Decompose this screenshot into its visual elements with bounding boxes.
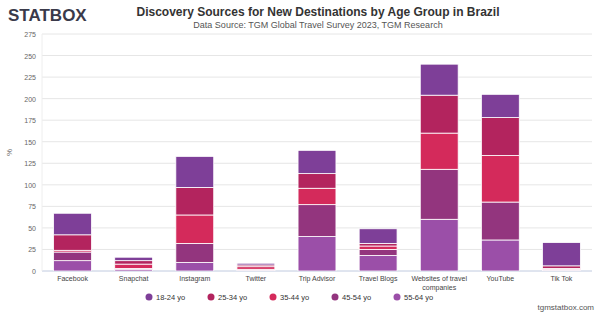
bar-segment <box>54 235 92 251</box>
bar-segment <box>54 261 92 271</box>
bar-segment <box>298 205 336 237</box>
bar-segment <box>176 187 214 215</box>
bar-segment <box>115 257 153 260</box>
bar-segment <box>543 243 581 266</box>
legend-label: 25-34 yo <box>218 293 247 302</box>
bar-segment <box>298 150 336 173</box>
bar-segment <box>298 237 336 271</box>
bar-segment <box>359 255 397 271</box>
y-tick-label: 0 <box>32 268 36 275</box>
legend-label: 35-44 yo <box>280 293 309 302</box>
bar-segment <box>54 213 92 235</box>
bar-segment <box>54 252 92 261</box>
chart: STATBOX Discovery Sources for New Destina… <box>0 0 600 314</box>
y-tick-label: 75 <box>28 203 36 210</box>
grid-line <box>42 77 592 78</box>
bar-segment <box>359 249 397 255</box>
x-tick-label: Instagram <box>179 275 210 283</box>
grid-line <box>42 34 592 35</box>
bar-segment <box>481 240 519 271</box>
y-tick-label: 250 <box>24 53 36 60</box>
chart-root: STATBOX Discovery Sources for New Destina… <box>0 0 600 314</box>
bar-segment <box>115 269 153 271</box>
subtitle: Data Source: TGM Global Travel Survey 20… <box>193 20 442 30</box>
bar-segment <box>237 270 275 271</box>
logo: STATBOX <box>8 6 87 25</box>
bar-segment <box>420 64 458 95</box>
bar-segment <box>420 169 458 219</box>
bar-segment <box>115 261 153 264</box>
x-tick-label: Websites of travelcompanies <box>411 275 467 292</box>
x-tick-label: YouTube <box>487 275 515 282</box>
bar-segment <box>481 156 519 203</box>
bar-segment <box>359 246 397 249</box>
title: Discovery Sources for New Destinations b… <box>137 5 500 19</box>
legend-marker <box>208 294 215 301</box>
legend-marker <box>146 294 153 301</box>
legend-label: 18-24 yo <box>156 293 185 302</box>
x-tick-label: Trip Advisor <box>299 275 336 283</box>
legend-marker <box>270 294 277 301</box>
y-axis-title: % <box>5 149 14 156</box>
y-tick-label: 100 <box>24 182 36 189</box>
bar-segment <box>481 118 519 156</box>
y-tick-label: 275 <box>24 31 36 38</box>
bar-segment <box>481 202 519 240</box>
bar-segment <box>237 263 275 265</box>
bar-segment <box>543 270 581 271</box>
bar-segment <box>420 133 458 169</box>
y-tick-label: 175 <box>24 117 36 124</box>
bar-segment <box>420 95 458 133</box>
x-tick-label: Snapchat <box>119 275 149 283</box>
bar-segment <box>359 229 397 244</box>
bar-segment <box>176 215 214 243</box>
bar-segment <box>176 243 214 262</box>
y-tick-label: 25 <box>28 246 36 253</box>
legend-label: 55-64 yo <box>404 293 433 302</box>
bar-segment <box>176 262 214 271</box>
bar-segment <box>420 219 458 271</box>
y-tick-label: 125 <box>24 160 36 167</box>
y-axis <box>42 34 43 271</box>
x-tick-label: Tik Tok <box>551 275 573 282</box>
footer-url: tgmstatbox.com <box>538 303 595 312</box>
bar-segment <box>176 156 214 187</box>
grid-line <box>42 55 592 56</box>
bar-segment <box>298 174 336 189</box>
legend-label: 45-54 yo <box>342 293 371 302</box>
y-tick-label: 200 <box>24 96 36 103</box>
bar-segment <box>298 188 336 204</box>
bar-segment <box>115 264 153 268</box>
bar-segment <box>543 269 581 271</box>
legend-marker <box>332 294 339 301</box>
y-tick-label: 225 <box>24 74 36 81</box>
x-tick-label: Twitter <box>246 275 267 282</box>
bars <box>54 64 581 271</box>
legend-marker <box>394 294 401 301</box>
y-tick-label: 50 <box>28 225 36 232</box>
y-tick-label: 150 <box>24 139 36 146</box>
x-tick-label: Facebook <box>57 275 88 282</box>
bar-segment <box>481 94 519 117</box>
x-tick-label: Travel Blogs <box>359 275 398 283</box>
